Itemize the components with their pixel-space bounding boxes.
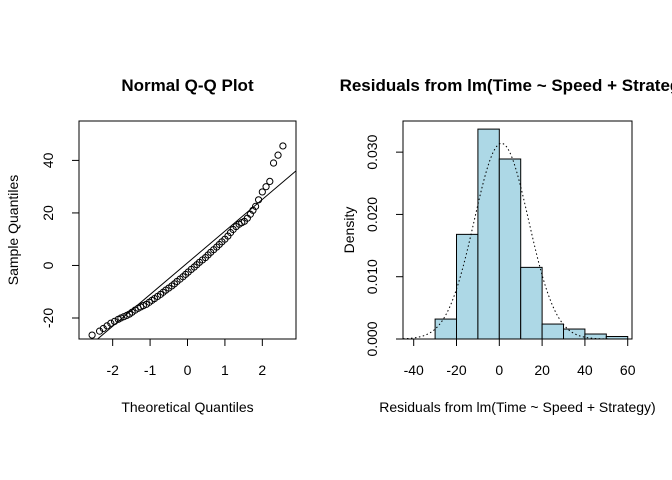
histogram-bar [434,318,458,340]
qq-point [88,331,96,339]
hist-x-tick-label: 20 [534,362,550,378]
histogram-y-label: Density [341,207,357,254]
hist-x-tick-label: 60 [620,362,636,378]
qq-point [274,151,282,159]
qq-reference-line [96,170,296,339]
histogram-title: Residuals from lm(Time ~ Speed + Strateg… [340,76,672,95]
qq-y-tick-label: 20 [40,205,56,221]
qq-point [269,159,278,167]
histogram-bar [541,323,565,340]
qq-x-tick-label: 1 [221,362,229,378]
qq-point [266,177,274,186]
qq-y-tick-label: -20 [40,308,56,328]
qq-plot-frame [78,120,297,340]
hist-x-tick-label: -40 [404,362,424,378]
qq-point [262,183,270,191]
histogram-bars [434,128,629,340]
hist-y-tick-label: 0.000 [364,321,380,356]
qq-x-tick-label: -2 [106,362,119,378]
histogram-x-axis: -40 -20 0 20 40 60 [404,338,636,378]
histogram-panel: Residuals from lm(Time ~ Speed + Strateg… [340,76,672,415]
qq-y-tick-label: 0 [40,261,56,269]
qq-point [107,319,115,327]
qq-point [251,202,260,210]
hist-x-tick-label: 40 [577,362,593,378]
histogram-bar [563,328,586,340]
qq-plot-x-axis: -2 -1 0 1 2 [106,338,266,378]
hist-y-tick-label: 0.020 [364,197,380,232]
hist-x-tick-label: -20 [446,362,466,378]
qq-plot-x-label: Theoretical Quantiles [121,399,253,415]
qq-point [258,188,266,196]
qq-y-tick-label: 40 [40,152,56,168]
qq-x-tick-label: 2 [258,362,266,378]
histogram-bar [477,128,500,340]
qq-plot-y-label: Sample Quantiles [5,175,21,286]
hist-x-tick-label: 0 [495,362,503,378]
histogram-x-label: Residuals from lm(Time ~ Speed + Strateg… [379,399,655,415]
qq-plot-y-axis: -20 0 20 40 [40,152,80,328]
histogram-bar [498,158,522,340]
qq-plot-title: Normal Q-Q Plot [121,76,254,95]
hist-y-tick-label: 0.010 [364,259,380,294]
qq-plot-panel: Normal Q-Q Plot Theoretical Quantiles Samp… [5,76,297,415]
hist-y-tick-label: 0.030 [364,134,380,169]
histogram-bar [520,266,543,340]
qq-x-tick-label: 0 [184,362,192,378]
qq-plot-points [88,142,287,339]
histogram-y-axis: 0.000 0.010 0.020 0.030 [364,134,404,357]
qq-point [279,142,287,150]
qq-x-tick-label: -1 [144,362,157,378]
